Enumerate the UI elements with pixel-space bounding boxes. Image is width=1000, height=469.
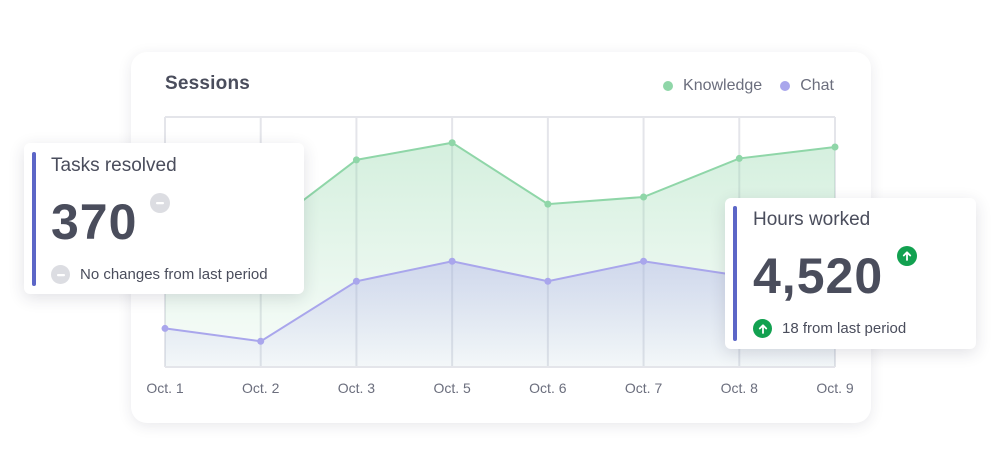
data-point-knowledge bbox=[735, 154, 743, 162]
legend-item-chat[interactable]: Chat bbox=[780, 77, 834, 95]
x-tick-label: Oct. 9 bbox=[816, 380, 854, 396]
chart-title: Sessions bbox=[165, 73, 251, 94]
arrow-up-icon bbox=[897, 246, 917, 266]
tasks-card-label: Tasks resolved bbox=[51, 155, 177, 176]
legend-label-knowledge: Knowledge bbox=[683, 77, 763, 94]
data-point-knowledge bbox=[448, 139, 456, 147]
x-tick-label: Oct. 2 bbox=[242, 380, 280, 396]
x-tick-label: Oct. 1 bbox=[146, 380, 184, 396]
neutral-change-icon bbox=[51, 265, 70, 284]
data-point-knowledge bbox=[352, 156, 360, 164]
chart-legend: Knowledge Chat bbox=[663, 77, 834, 95]
x-tick-label: Oct. 6 bbox=[529, 380, 567, 396]
tasks-card-note-text: No changes from last period bbox=[80, 266, 268, 283]
hours-card-note-text: 18 from last period bbox=[782, 320, 907, 337]
x-tick-label: Oct. 7 bbox=[625, 380, 663, 396]
x-tick-label: Oct. 8 bbox=[721, 380, 759, 396]
tasks-resolved-card: Tasks resolved 370 No changes from last … bbox=[24, 143, 304, 294]
data-point-knowledge bbox=[640, 193, 648, 201]
x-tick-label: Oct. 5 bbox=[433, 380, 471, 396]
data-point-chat bbox=[257, 337, 265, 345]
hours-worked-card: Hours worked 4,520 18 from last period bbox=[725, 198, 976, 349]
data-point-chat bbox=[161, 324, 169, 332]
data-point-chat bbox=[544, 277, 552, 285]
legend-dot-knowledge-icon bbox=[663, 81, 674, 91]
data-point-chat bbox=[352, 277, 360, 285]
neutral-status-icon bbox=[150, 193, 170, 213]
data-point-chat bbox=[448, 257, 456, 265]
hours-card-label: Hours worked bbox=[753, 209, 871, 230]
legend-dot-chat-icon bbox=[780, 81, 791, 91]
legend-item-knowledge[interactable]: Knowledge bbox=[663, 77, 762, 95]
hours-card-value: 4,520 bbox=[753, 248, 884, 304]
series-line-chat bbox=[164, 260, 836, 343]
hours-card-note: 18 from last period bbox=[753, 319, 906, 338]
hours-card-accent-bar bbox=[733, 206, 737, 341]
arrow-up-change-icon bbox=[753, 319, 772, 338]
data-point-knowledge bbox=[831, 143, 839, 151]
tasks-card-note: No changes from last period bbox=[51, 265, 268, 284]
legend-label-chat: Chat bbox=[800, 77, 834, 94]
x-tick-label: Oct. 3 bbox=[338, 380, 376, 396]
data-point-knowledge bbox=[544, 200, 552, 208]
tasks-card-accent-bar bbox=[32, 152, 36, 286]
tasks-card-value: 370 bbox=[51, 194, 138, 250]
data-point-chat bbox=[640, 257, 648, 265]
area-chat bbox=[165, 261, 835, 367]
